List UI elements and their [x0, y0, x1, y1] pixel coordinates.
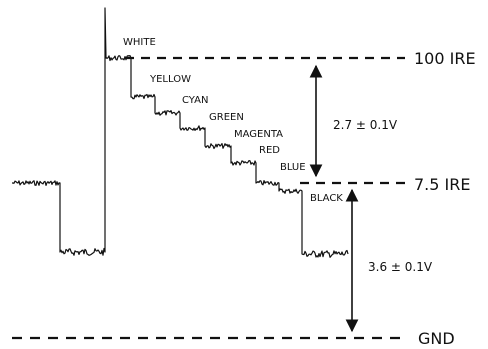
- video-amplitude-label: 2.7 ± 0.1V: [333, 118, 398, 132]
- white-level-label: 100 IRE: [414, 49, 476, 68]
- video-waveform-trace: [12, 7, 349, 258]
- bar-label-black: BLACK: [310, 193, 343, 204]
- bar-label-green: GREEN: [209, 112, 244, 123]
- bar-label-white: WHITE: [123, 37, 156, 48]
- bar-label-magenta: MAGENTA: [234, 129, 283, 140]
- bar-label-blue: BLUE: [280, 162, 306, 173]
- ground-label: GND: [418, 329, 455, 348]
- bar-label-yellow: YELLOW: [149, 74, 191, 85]
- bar-label-cyan: CYAN: [182, 95, 208, 106]
- bar-label-red: RED: [259, 145, 280, 156]
- setup-level-label: 7.5 IRE: [414, 175, 470, 194]
- sync-amplitude-label: 3.6 ± 0.1V: [368, 260, 433, 274]
